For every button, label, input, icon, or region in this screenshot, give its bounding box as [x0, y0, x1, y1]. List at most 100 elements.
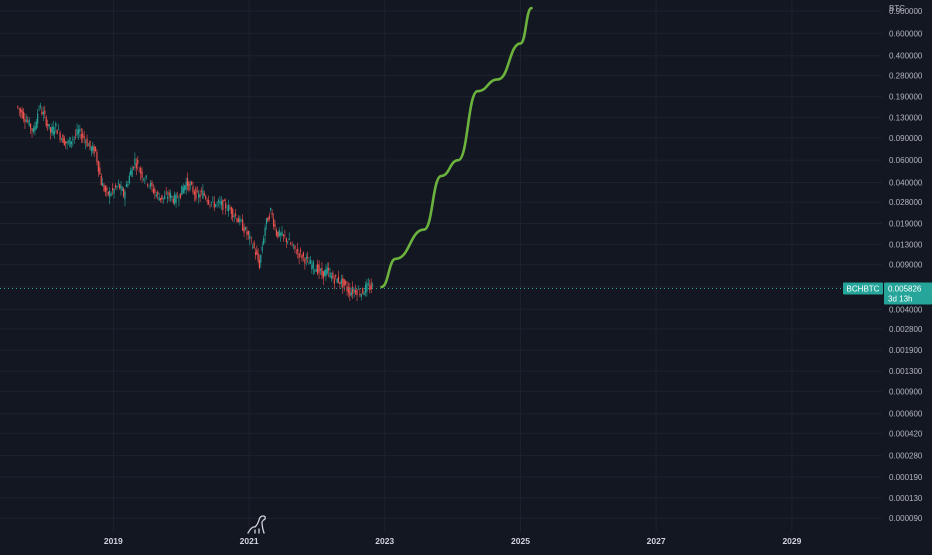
time-axis[interactable]: 2019 2021 2023 2025 2027 2029 [104, 536, 802, 546]
candle-body [345, 281, 347, 285]
candle-body [193, 191, 196, 195]
candle-body [210, 202, 213, 203]
candle-body [272, 218, 275, 227]
dinosaur-logo-icon[interactable] [247, 515, 266, 534]
candle-body [67, 141, 70, 143]
candle-body [330, 275, 333, 279]
candle-body [335, 274, 337, 277]
candle-body [243, 227, 245, 233]
candle-body [230, 207, 232, 214]
candle-body [226, 210, 228, 211]
candle-body [29, 124, 32, 129]
candle-body [369, 285, 371, 291]
candle-body [125, 184, 128, 187]
candle-body [223, 200, 225, 202]
candle-body [290, 243, 292, 245]
candle-body [104, 186, 107, 192]
candle-body [106, 187, 108, 191]
candle-body [246, 231, 248, 235]
candle-body [222, 199, 224, 211]
candle-body [372, 285, 374, 286]
candle-body [102, 183, 104, 187]
candle-body [305, 257, 307, 260]
candle-body [212, 198, 214, 200]
candle-body [364, 284, 367, 293]
candle-body [324, 270, 326, 277]
candle-body [159, 197, 162, 200]
candle-body [250, 237, 252, 239]
candle-body [236, 218, 238, 222]
candle-body [99, 167, 101, 175]
candle-body [275, 229, 278, 236]
price-tick-label: 0.004000 [889, 305, 923, 314]
candle-body [132, 166, 135, 169]
candle-body [367, 283, 369, 285]
symbol-badge-label: BCHBTC [847, 285, 880, 294]
candle-body [281, 231, 283, 236]
candle-body [308, 263, 310, 265]
price-tick-label: 0.001300 [889, 367, 923, 376]
candle-body [114, 185, 117, 188]
candle-body [270, 208, 272, 211]
candle-body [41, 111, 43, 115]
candle-body [198, 193, 200, 199]
candle-body [86, 138, 88, 147]
candle-body [200, 191, 203, 193]
candle-body [277, 231, 279, 238]
candle-body [167, 196, 169, 199]
candle-body [185, 181, 187, 190]
candle-body [288, 238, 290, 241]
candle-body [321, 268, 323, 276]
candle-body [209, 204, 211, 206]
price-tick-label: 0.019000 [889, 219, 923, 228]
candle-body [307, 256, 309, 258]
candle-body [141, 171, 143, 178]
candle-body [356, 289, 358, 296]
candle-body [137, 159, 139, 164]
candle-body [17, 106, 19, 108]
candles[interactable] [17, 102, 374, 302]
candle-body [100, 175, 102, 186]
candle-body [370, 282, 372, 290]
candle-body [239, 217, 241, 223]
candle-body [322, 271, 324, 279]
candle-body [80, 134, 82, 140]
candle-body [199, 195, 201, 197]
candle-body [134, 158, 136, 165]
price-tick-label: 0.600000 [889, 29, 923, 38]
candle-body [220, 200, 223, 206]
candle-body [327, 268, 330, 271]
candle-body [142, 178, 145, 180]
candle-body [110, 193, 112, 196]
price-tick-label: 0.013000 [889, 240, 923, 249]
candle-body [181, 185, 183, 196]
candle-body [111, 188, 114, 191]
candle-body [69, 137, 71, 147]
price-tick-label: 0.000190 [889, 473, 923, 482]
candle-body [147, 183, 149, 186]
candle-body [264, 227, 266, 237]
candle-body [55, 123, 57, 127]
candle-body [263, 238, 265, 245]
candle-body [247, 231, 249, 235]
candle-body [154, 189, 156, 194]
candle-body [267, 217, 269, 222]
candle-body [349, 287, 351, 296]
candle-body [261, 246, 263, 251]
candle-body [48, 123, 50, 128]
candle-body [140, 168, 142, 174]
candle-body [94, 146, 97, 151]
candle-body [357, 289, 360, 290]
candle-body [66, 141, 68, 144]
candle-body [158, 197, 160, 201]
candle-body [63, 138, 65, 146]
candle-body [128, 175, 130, 184]
candle-body [131, 168, 133, 177]
candle-body [75, 134, 77, 136]
candle-body [117, 182, 119, 184]
candle-body [34, 126, 36, 132]
candle-body [165, 192, 167, 194]
